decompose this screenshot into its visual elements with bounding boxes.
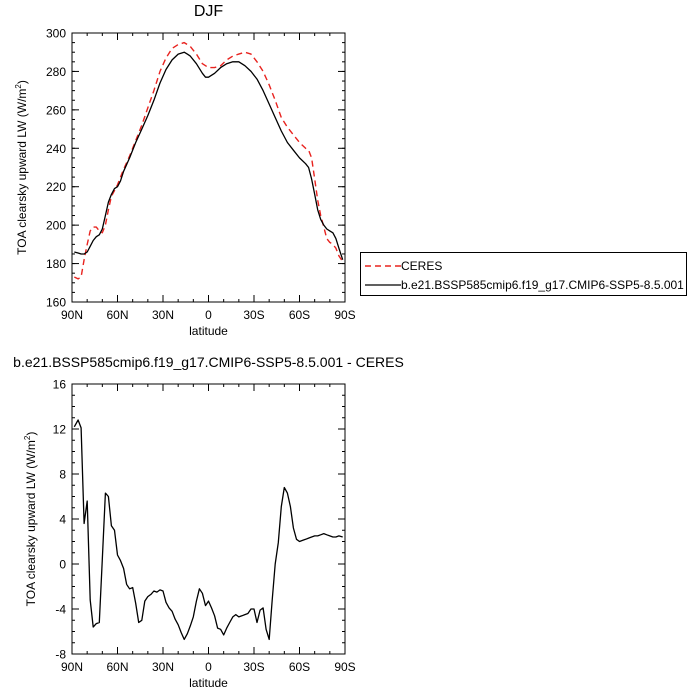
x-tick-label: 60S: [289, 660, 310, 674]
legend-swatch-model: [365, 284, 401, 286]
x-tick-label: 60N: [106, 308, 128, 322]
plot-frame: [71, 32, 346, 303]
legend-label-ceres: CERES: [401, 259, 443, 273]
x-tick-label: 60S: [289, 308, 310, 322]
y-axis-label-main: TOA clearsky upward LW (W/m: [24, 440, 38, 606]
y-axis-label: TOA clearsky upward LW (W/m2): [23, 432, 38, 607]
legend: CERES b.e21.BSSP585cmip6.f19_g17.CMIP6-S…: [360, 252, 687, 296]
x-tick-label: 90S: [334, 660, 355, 674]
x-tick-label: 30N: [152, 660, 174, 674]
x-tick-label: 90N: [61, 308, 83, 322]
y-tick-label: 260: [46, 103, 66, 117]
series-line-ceres: [73, 41, 344, 280]
y-tick-label: 12: [53, 423, 67, 437]
legend-swatch-ceres: [365, 265, 401, 267]
y-tick-label: 16: [53, 378, 67, 392]
legend-label-model: b.e21.BSSP585cmip6.f19_g17.CMIP6-SSP5-8.…: [401, 278, 684, 292]
bottom-panel: b.e21.BSSP585cmip6.f19_g17.CMIP6-SSP5-8.…: [13, 354, 404, 690]
series-line-model: [74, 51, 344, 260]
x-tick-label: 90N: [61, 660, 83, 674]
y-axis-label-superscript: 2: [14, 84, 23, 89]
top-panel: DJF 160 180 200 220 240 260 280 300 90N 60N 30N 0 30S…: [14, 3, 356, 338]
y-tick-label: 0: [59, 558, 66, 572]
y-tick-label: 4: [59, 513, 66, 527]
y-axis-label-main: TOA clearsky upward LW (W/m: [15, 89, 29, 255]
legend-item-ceres: CERES: [365, 257, 442, 275]
y-axis-label-close: ): [24, 432, 38, 436]
legend-item-model: b.e21.BSSP585cmip6.f19_g17.CMIP6-SSP5-8.…: [365, 276, 684, 294]
chart-title: b.e21.BSSP585cmip6.f19_g17.CMIP6-SSP5-8.…: [13, 354, 404, 370]
y-axis-label-close: ): [15, 80, 29, 84]
y-tick-label: 300: [46, 27, 66, 41]
y-tick-label: 200: [46, 219, 66, 233]
y-tick-label: -8: [55, 648, 66, 662]
x-tick-label: 60N: [106, 660, 128, 674]
y-tick-label: 280: [46, 65, 66, 79]
y-tick-label: 160: [46, 296, 66, 310]
y-tick-label: 240: [46, 142, 66, 156]
y-tick-label: 8: [59, 468, 66, 482]
x-tick-label: 0: [205, 660, 212, 674]
x-tick-label: 30S: [243, 308, 264, 322]
plot-frame: [71, 383, 346, 655]
y-tick-label: 180: [46, 257, 66, 271]
series-line-model: [73, 419, 343, 641]
x-tick-label: 30N: [152, 308, 174, 322]
y-axis-label-superscript: 2: [23, 435, 32, 440]
y-tick-label: -4: [55, 603, 66, 617]
y-tick-label: 220: [46, 180, 66, 194]
x-tick-label: 0: [205, 308, 212, 322]
x-tick-label: 90S: [334, 308, 355, 322]
x-tick-label: 30S: [243, 660, 264, 674]
chart-title: DJF: [194, 3, 224, 20]
x-axis-label: latitude: [189, 676, 228, 690]
y-axis-label: TOA clearsky upward LW (W/m2): [14, 80, 29, 255]
x-axis-label: latitude: [189, 324, 228, 338]
